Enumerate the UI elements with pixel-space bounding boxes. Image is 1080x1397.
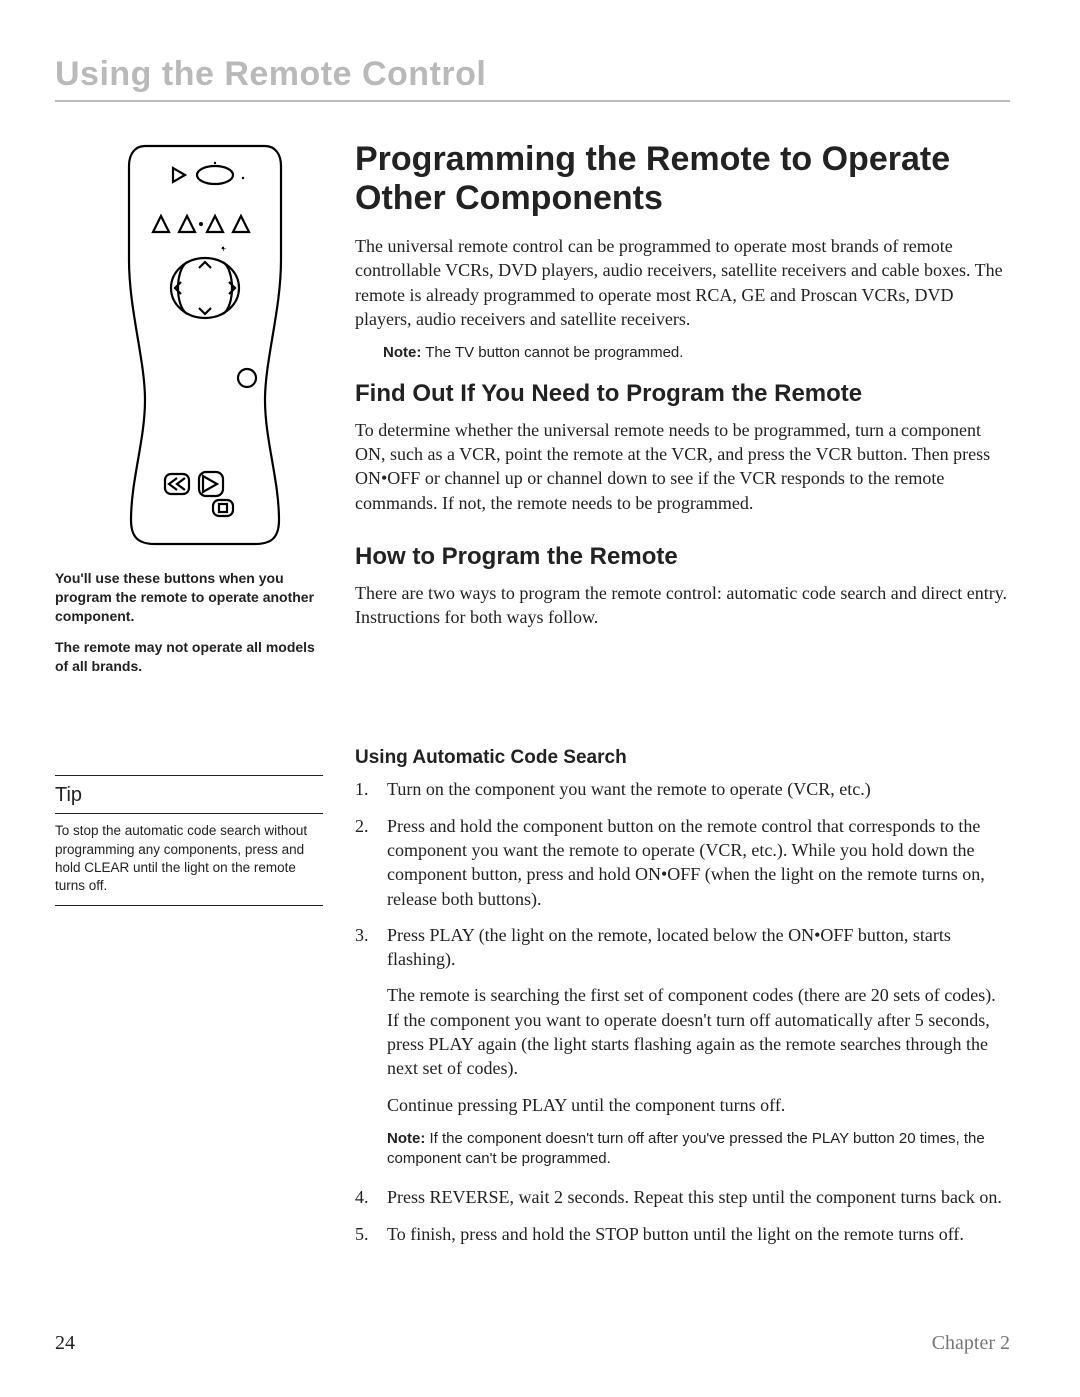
how-to-paragraph: There are two ways to program the remote… (355, 581, 1010, 630)
remote-control-illustration: + (115, 140, 295, 550)
auto-code-search-section: Using Automatic Code Search Turn on the … (355, 747, 1010, 1246)
note2-label: Note: (387, 1130, 425, 1147)
step-3: Press PLAY (the light on the remote, loc… (355, 923, 1010, 1170)
steps-list: Turn on the component you want the remot… (355, 777, 1010, 1246)
step-4: Press REVERSE, wait 2 seconds. Repeat th… (355, 1185, 1010, 1209)
step-3-extra1: The remote is searching the first set of… (387, 983, 1010, 1080)
subheading-how-to: How to Program the Remote (355, 543, 1010, 571)
subheading-find-out: Find Out If You Need to Program the Remo… (355, 380, 1010, 408)
chapter-label: Chapter 2 (932, 1332, 1010, 1355)
svg-text:+: + (221, 244, 226, 254)
step-5-text: To finish, press and hold the STOP butto… (387, 1224, 964, 1244)
header-rule (55, 100, 1010, 102)
illustration-caption-2: The remote may not operate all models of… (55, 638, 323, 676)
manual-page: Using the Remote Control (0, 0, 1080, 1397)
step-4-text: Press REVERSE, wait 2 seconds. Repeat th… (387, 1187, 1002, 1207)
step-1-text: Turn on the component you want the remot… (387, 779, 871, 799)
tip-title: Tip (55, 784, 323, 807)
tip-rule-mid (55, 813, 323, 814)
two-column-layout: + (55, 140, 1010, 1258)
step-3-extra2: Continue pressing PLAY until the compone… (387, 1093, 1010, 1117)
note-tv-button: Note: The TV button cannot be programmed… (383, 343, 1010, 363)
note2-body: If the component doesn't turn off after … (387, 1130, 985, 1167)
subsubheading-auto-code: Using Automatic Code Search (355, 747, 1010, 769)
note-body: The TV button cannot be programmed. (421, 344, 683, 361)
left-column: + (55, 140, 323, 1258)
step-1: Turn on the component you want the remot… (355, 777, 1010, 801)
find-out-paragraph: To determine whether the universal remot… (355, 418, 1010, 515)
intro-paragraph: The universal remote control can be prog… (355, 234, 1010, 331)
step-2-text: Press and hold the component button on t… (387, 816, 985, 909)
step-3-text: Press PLAY (the light on the remote, loc… (387, 925, 951, 969)
page-number: 24 (55, 1332, 75, 1355)
step-2: Press and hold the component button on t… (355, 814, 1010, 911)
note-label: Note: (383, 344, 421, 361)
tip-body: To stop the automatic code search withou… (55, 822, 323, 895)
tip-rule-top (55, 775, 323, 776)
section-heading-h1: Programming the Remote to Operate Other … (355, 140, 1010, 218)
tip-rule-bottom (55, 905, 323, 906)
chapter-header: Using the Remote Control (55, 55, 1010, 94)
illustration-caption-1: You'll use these buttons when you progra… (55, 569, 323, 626)
note-20-times: Note: If the component doesn't turn off … (387, 1129, 1010, 1170)
step-5: To finish, press and hold the STOP butto… (355, 1222, 1010, 1246)
page-footer: 24 Chapter 2 (55, 1332, 1010, 1355)
tip-box: Tip To stop the automatic code search wi… (55, 775, 323, 906)
main-content: Programming the Remote to Operate Other … (355, 140, 1010, 1258)
